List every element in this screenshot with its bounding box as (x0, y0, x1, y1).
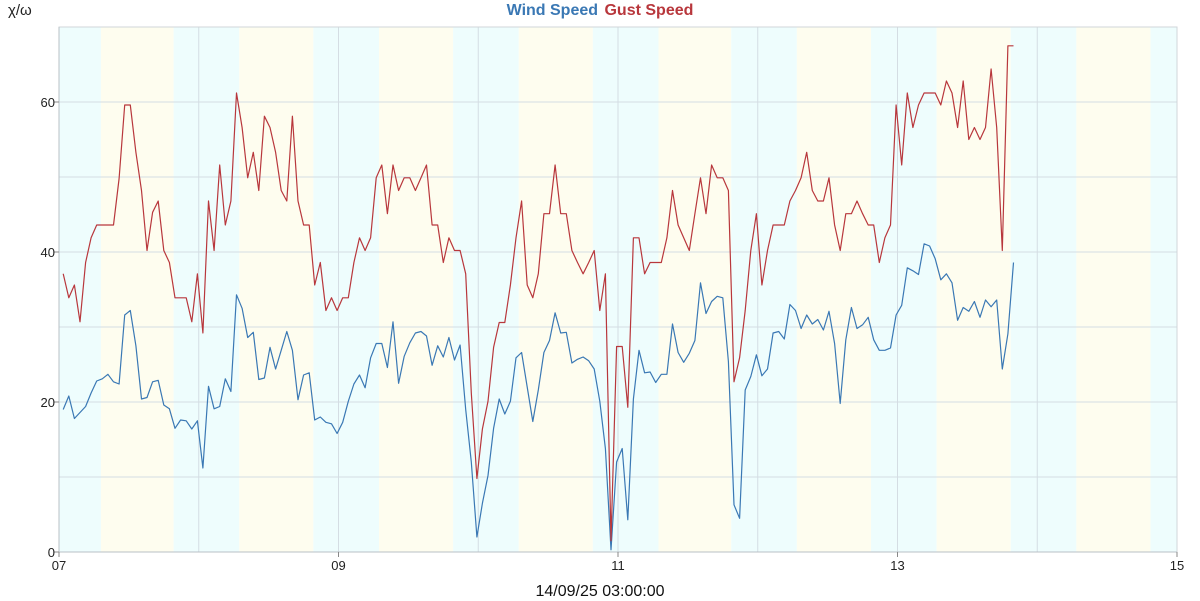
background-band (658, 27, 732, 552)
x-tick-label: 13 (890, 558, 904, 573)
background-band (936, 27, 1011, 552)
background-band (379, 27, 454, 552)
y-tick-label: 20 (41, 395, 55, 410)
y-tick-label: 40 (41, 245, 55, 260)
background-band (100, 27, 174, 552)
series-line-wind-speed (62, 243, 1015, 551)
background-band (518, 27, 593, 552)
x-tick-label: 11 (611, 558, 625, 573)
x-tick-label: 15 (1170, 558, 1184, 573)
background-band (1076, 27, 1151, 552)
background-band (173, 27, 240, 552)
x-tick-label: 09 (331, 558, 345, 573)
background-band (59, 27, 101, 552)
legend: Wind Speed Gust Speed (0, 2, 1200, 20)
background-band (313, 27, 380, 552)
timestamp-footer: 14/09/25 03:00:00 (535, 583, 665, 600)
background-band (453, 27, 519, 552)
legend-item-wind-speed: Wind Speed (506, 2, 599, 19)
y-tick-label: 60 (41, 95, 55, 110)
y-tick-label: 0 (48, 545, 55, 560)
background-band (592, 27, 659, 552)
legend-item-gust-speed: Gust Speed (604, 2, 694, 19)
background-band (1150, 27, 1177, 552)
background-band (1010, 27, 1077, 552)
background-band (796, 27, 871, 552)
y-axis-unit-label: χ/ω (8, 2, 32, 19)
x-tick-label: 07 (52, 558, 66, 573)
series-line-gust-speed (62, 45, 1014, 542)
background-band (239, 27, 314, 552)
